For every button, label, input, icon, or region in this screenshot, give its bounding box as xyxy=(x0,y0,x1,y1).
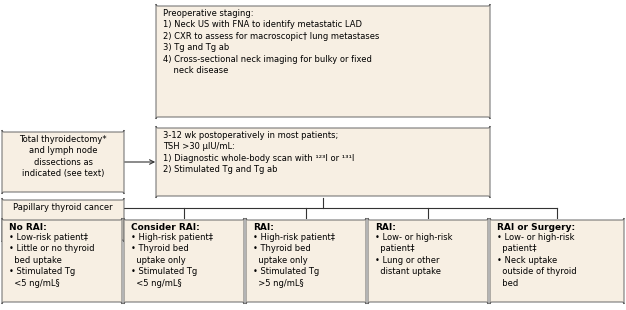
Text: 3-12 wk postoperatively in most patients;
TSH >30 μIU/mL:
1) Diagnostic whole-bo: 3-12 wk postoperatively in most patients… xyxy=(163,131,354,174)
Text: Consider RAI:: Consider RAI: xyxy=(131,223,200,232)
FancyBboxPatch shape xyxy=(2,130,124,194)
FancyBboxPatch shape xyxy=(368,218,488,304)
Text: RAI:: RAI: xyxy=(375,223,396,232)
Text: No RAI:: No RAI: xyxy=(9,223,47,232)
Text: • High-risk patient‡
• Thyroid bed
  uptake only
• Stimulated Tg
  >5 ng/mL§: • High-risk patient‡ • Thyroid bed uptak… xyxy=(253,233,335,288)
Text: • Low-risk patient‡
• Little or no thyroid
  bed uptake
• Stimulated Tg
  <5 ng/: • Low-risk patient‡ • Little or no thyro… xyxy=(9,233,95,288)
Text: • Low- or high-risk
  patient‡
• Neck uptake
  outside of thyroid
  bed: • Low- or high-risk patient‡ • Neck upta… xyxy=(497,233,577,288)
Text: RAI or Surgery:: RAI or Surgery: xyxy=(497,223,575,232)
Text: • High-risk patient‡
• Thyroid bed
  uptake only
• Stimulated Tg
  <5 ng/mL§: • High-risk patient‡ • Thyroid bed uptak… xyxy=(131,233,213,288)
Text: RAI:: RAI: xyxy=(253,223,274,232)
Text: Preoperative staging:
1) Neck US with FNA to identify metastatic LAD
2) CXR to a: Preoperative staging: 1) Neck US with FN… xyxy=(163,9,379,75)
FancyBboxPatch shape xyxy=(156,126,490,198)
FancyBboxPatch shape xyxy=(490,218,624,304)
FancyBboxPatch shape xyxy=(246,218,366,304)
FancyBboxPatch shape xyxy=(124,218,244,304)
FancyBboxPatch shape xyxy=(156,4,490,119)
FancyBboxPatch shape xyxy=(2,198,124,242)
Text: • Low- or high-risk
  patient‡
• Lung or other
  distant uptake: • Low- or high-risk patient‡ • Lung or o… xyxy=(375,233,453,276)
Text: Total thyroidectomy*
and lymph node
dissections as
indicated (see text): Total thyroidectomy* and lymph node diss… xyxy=(19,135,107,178)
Text: Papillary thyroid cancer: Papillary thyroid cancer xyxy=(13,203,113,212)
FancyBboxPatch shape xyxy=(2,218,122,304)
